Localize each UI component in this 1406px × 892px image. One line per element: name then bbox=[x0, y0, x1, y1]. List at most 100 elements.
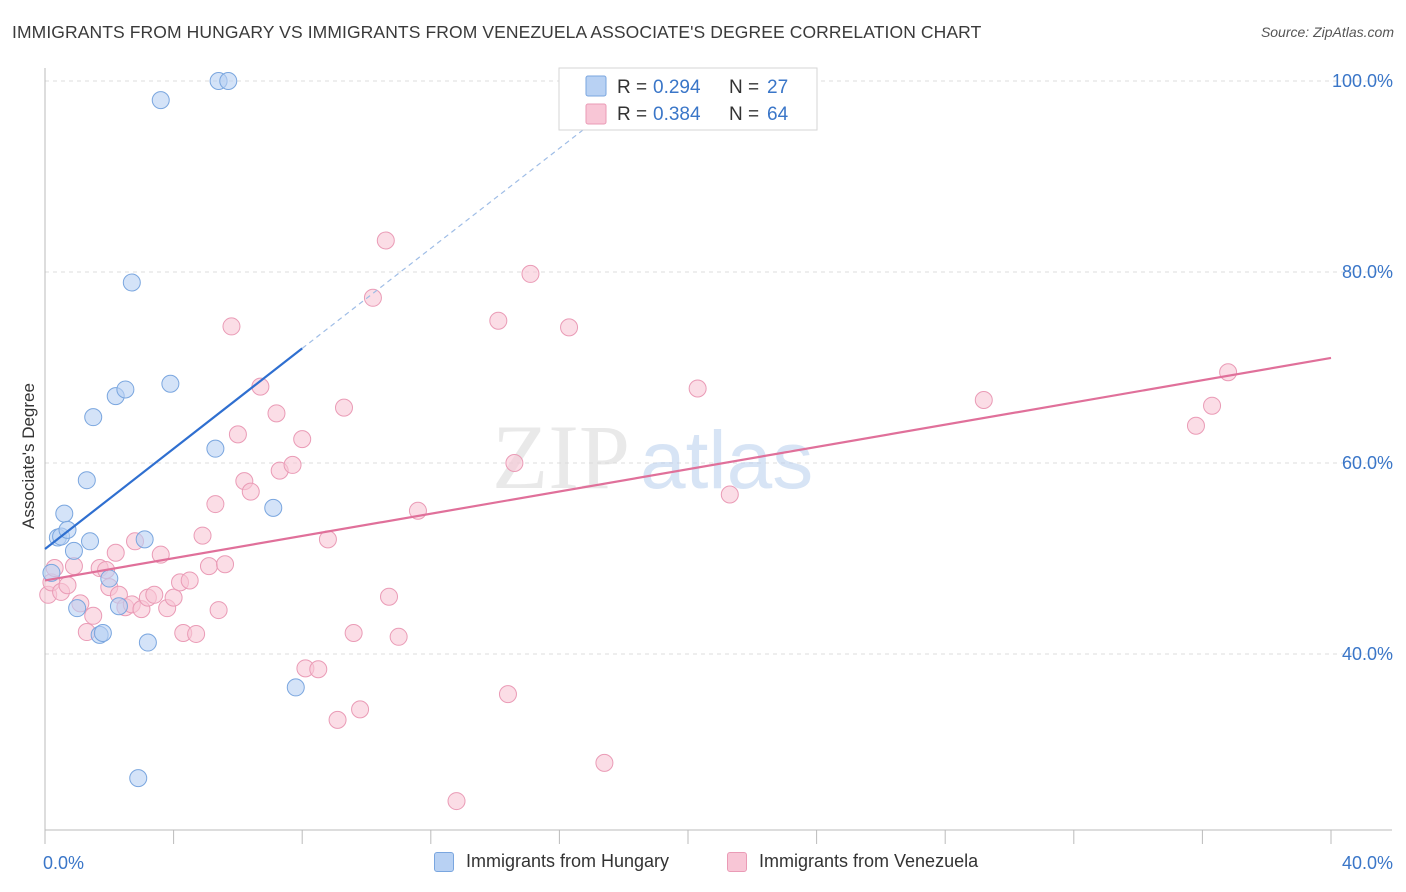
legend-label-venezuela: Immigrants from Venezuela bbox=[759, 851, 979, 871]
hungary-point-9 bbox=[84, 408, 103, 427]
venezuela-point-45 bbox=[334, 398, 353, 417]
venezuela-point-48 bbox=[363, 288, 382, 307]
venezuela-point-39 bbox=[283, 455, 302, 474]
legend-r-label-hungary: R = bbox=[617, 77, 647, 98]
legend-label-hungary: Immigrants from Hungary bbox=[466, 851, 670, 871]
venezuela-point-53 bbox=[447, 792, 466, 811]
venezuela-point-22 bbox=[164, 588, 183, 607]
hungary-point-16 bbox=[122, 273, 141, 292]
venezuela-point-59 bbox=[595, 753, 614, 772]
venezuela-point-25 bbox=[180, 571, 199, 590]
legend-r-value-venezuela: 0.384 bbox=[653, 104, 701, 125]
venezuela-point-46 bbox=[344, 623, 363, 642]
hungary-point-21 bbox=[161, 374, 180, 393]
legend-n-label-venezuela: N = bbox=[729, 104, 759, 125]
hungary-point-15 bbox=[116, 380, 135, 399]
venezuela-point-57 bbox=[521, 264, 540, 283]
hungary-point-17 bbox=[129, 769, 148, 788]
x-tick-label-0: 0.0% bbox=[43, 853, 84, 873]
hungary-point-22 bbox=[206, 439, 225, 458]
legend-r-label-venezuela: R = bbox=[617, 104, 647, 125]
venezuela-point-35 bbox=[241, 482, 260, 501]
hungary-point-0 bbox=[42, 563, 61, 582]
venezuela-point-64 bbox=[1203, 396, 1222, 415]
venezuela-point-26 bbox=[187, 624, 206, 643]
venezuela-point-28 bbox=[199, 557, 218, 576]
hungary-point-3 bbox=[55, 504, 74, 523]
y-tick-label-3: 100.0% bbox=[1332, 71, 1393, 91]
x-tick-label-1: 40.0% bbox=[1342, 853, 1393, 873]
hungary-trend-line bbox=[44, 347, 303, 550]
venezuela-point-63 bbox=[1186, 416, 1205, 435]
y-tick-label-1: 60.0% bbox=[1342, 453, 1393, 473]
legend-n-label-hungary: N = bbox=[729, 77, 759, 98]
venezuela-point-40 bbox=[293, 430, 312, 449]
venezuela-point-56 bbox=[505, 454, 524, 472]
legend-swatch-venezuela bbox=[585, 103, 607, 125]
venezuela-point-42 bbox=[309, 660, 328, 679]
hungary-point-7 bbox=[77, 471, 96, 490]
venezuela-point-19 bbox=[145, 585, 164, 604]
legend-n-value-hungary: 27 bbox=[767, 77, 788, 98]
y-axis-label: Associate's Degree bbox=[19, 383, 38, 529]
hungary-point-26 bbox=[286, 678, 305, 697]
venezuela-trend-line bbox=[44, 356, 1332, 582]
y-tick-labels: 40.0% 60.0% 80.0% 100.0% bbox=[1332, 71, 1393, 664]
venezuela-point-62 bbox=[974, 390, 993, 409]
venezuela-point-50 bbox=[380, 587, 399, 606]
venezuela-point-37 bbox=[267, 404, 286, 423]
venezuela-point-32 bbox=[222, 317, 241, 336]
source-credit: Source: ZipAtlas.com bbox=[1260, 24, 1394, 40]
venezuela-point-47 bbox=[351, 700, 370, 719]
y-tick-label-0: 40.0% bbox=[1342, 644, 1393, 664]
venezuela-point-55 bbox=[498, 685, 517, 704]
venezuela-point-5 bbox=[64, 557, 83, 576]
venezuela-point-49 bbox=[376, 231, 395, 250]
legend-r-value-hungary: 0.294 bbox=[653, 77, 701, 98]
hungary-point-24 bbox=[219, 72, 238, 90]
hungary-point-6 bbox=[68, 599, 87, 618]
hungary-point-20 bbox=[151, 91, 170, 110]
trend-lines bbox=[44, 85, 1332, 582]
venezuela-point-51 bbox=[389, 627, 408, 646]
hungary-point-19 bbox=[138, 633, 157, 652]
venezuela-point-27 bbox=[193, 526, 212, 545]
y-tick-label-2: 80.0% bbox=[1342, 262, 1393, 282]
legend-swatch-venezuela bbox=[727, 851, 747, 872]
legend-swatch-hungary bbox=[585, 75, 607, 97]
venezuela-points bbox=[39, 231, 1238, 811]
venezuela-point-33 bbox=[228, 425, 247, 444]
venezuela-point-44 bbox=[328, 710, 347, 729]
watermark: ZIP atlas bbox=[492, 406, 813, 508]
correlation-legend: R = 0.294 N = 27 R = 0.384 N = 64 bbox=[558, 67, 818, 131]
legend-item-venezuela: Immigrants from Venezuela bbox=[727, 851, 978, 872]
venezuela-point-61 bbox=[720, 485, 739, 504]
venezuela-point-30 bbox=[209, 601, 228, 620]
axes bbox=[44, 68, 1392, 844]
venezuela-point-31 bbox=[216, 555, 235, 574]
legend-item-hungary: Immigrants from Hungary bbox=[434, 851, 669, 872]
venezuela-point-12 bbox=[106, 543, 125, 562]
hungary-point-25 bbox=[264, 498, 283, 517]
grid bbox=[45, 80, 1391, 655]
legend-swatch-hungary bbox=[434, 851, 454, 872]
hungary-point-8 bbox=[81, 532, 100, 551]
venezuela-point-60 bbox=[688, 379, 707, 398]
chart-title: IMMIGRANTS FROM HUNGARY VS IMMIGRANTS FR… bbox=[12, 22, 982, 42]
hungary-point-14 bbox=[109, 597, 128, 616]
venezuela-point-54 bbox=[489, 311, 508, 330]
venezuela-point-65 bbox=[1219, 363, 1238, 382]
x-tick-labels: 0.0% 40.0% bbox=[43, 853, 1393, 873]
venezuela-point-4 bbox=[58, 576, 77, 595]
bottom-legend: Immigrants from Hungary Immigrants from … bbox=[0, 851, 1406, 879]
venezuela-point-29 bbox=[206, 495, 225, 514]
hungary-point-5 bbox=[64, 541, 83, 560]
venezuela-point-58 bbox=[560, 318, 579, 337]
hungary-points bbox=[42, 72, 305, 788]
hungary-point-18 bbox=[135, 530, 154, 549]
hungary-point-12 bbox=[100, 569, 119, 588]
venezuela-point-8 bbox=[84, 606, 103, 625]
hungary-point-11 bbox=[93, 623, 112, 642]
legend-n-value-venezuela: 64 bbox=[767, 104, 789, 125]
